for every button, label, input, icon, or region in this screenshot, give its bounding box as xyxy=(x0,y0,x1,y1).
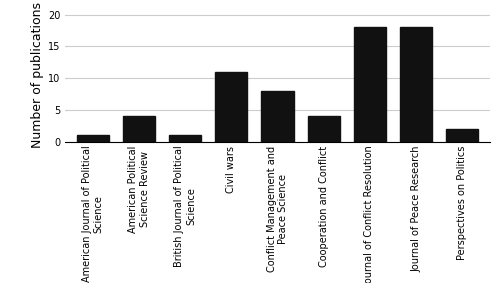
Bar xyxy=(122,116,155,142)
Bar xyxy=(169,135,202,142)
Bar xyxy=(308,116,340,142)
Bar xyxy=(400,27,432,142)
Bar xyxy=(215,72,248,142)
Y-axis label: Number of publications: Number of publications xyxy=(30,2,44,148)
Bar xyxy=(262,91,294,142)
Bar xyxy=(76,135,109,142)
Bar xyxy=(354,27,386,142)
Bar xyxy=(446,129,478,142)
